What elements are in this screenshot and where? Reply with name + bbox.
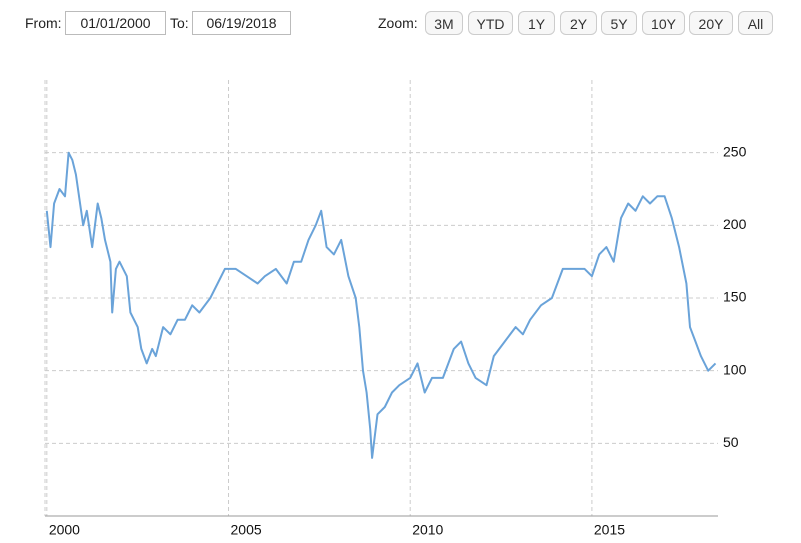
zoom-button[interactable]: 20Y (689, 11, 733, 35)
zoom-button[interactable]: 5Y (601, 11, 637, 35)
to-input[interactable]: 06/19/2018 (192, 11, 291, 35)
y-tick-label: 250 (723, 143, 747, 159)
zoom-button[interactable]: 2Y (560, 11, 597, 35)
y-tick-label: 200 (723, 216, 747, 232)
zoom-button[interactable]: YTD (468, 11, 513, 35)
x-tick-label: 2015 (594, 522, 625, 538)
price-line (45, 151, 717, 459)
zoom-button[interactable]: 10Y (642, 11, 685, 35)
zoom-button[interactable]: 1Y (518, 11, 555, 35)
zoom-label: Zoom: (378, 15, 418, 31)
y-tick-label: 100 (723, 361, 747, 377)
zoom-button[interactable]: All (738, 11, 773, 35)
zoom-button[interactable]: 3M (425, 11, 463, 35)
y-tick-label: 150 (723, 289, 747, 305)
y-tick-label: 50 (723, 434, 739, 450)
x-tick-label: 2010 (412, 522, 443, 538)
from-label: From: (25, 15, 62, 31)
x-tick-label: 2005 (231, 522, 262, 538)
from-input[interactable]: 01/01/2000 (65, 11, 166, 35)
x-tick-label: 2000 (49, 522, 80, 538)
to-label: To: (170, 15, 189, 31)
